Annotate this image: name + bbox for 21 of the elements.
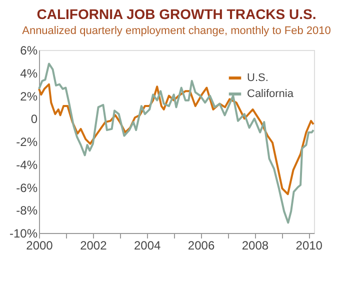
y-tick-label: -2%: [16, 135, 38, 149]
y-tick-label: -8%: [16, 204, 38, 218]
x-tick-label: 2002: [80, 238, 108, 252]
y-tick-label: -6%: [16, 180, 38, 195]
x-tick-label: 2004: [134, 238, 162, 252]
y-tick-label: 6%: [20, 44, 38, 58]
line-series: [38, 62, 314, 224]
x-tick-label: 2006: [188, 238, 215, 252]
x-tick-label: 2010: [296, 238, 323, 252]
chart-title: CALIFORNIA JOB GROWTH TRACKS U.S.: [36, 6, 316, 22]
chart-subtitle: Annualized quarterly employment change, monthly to Feb 2010: [22, 25, 331, 37]
legend-label: U.S.: [247, 72, 268, 84]
line-series: [38, 83, 314, 196]
x-tick-label: 2008: [242, 238, 269, 252]
y-tick-label: -10%: [9, 226, 38, 240]
y-tick-label: -4%: [16, 158, 38, 172]
y-tick-label: 4%: [20, 66, 38, 80]
y-tick-label: 0: [30, 112, 38, 126]
x-tick-label: 2000: [26, 238, 54, 252]
legend-label: California: [247, 88, 294, 100]
y-tick-label: 2%: [20, 89, 38, 104]
